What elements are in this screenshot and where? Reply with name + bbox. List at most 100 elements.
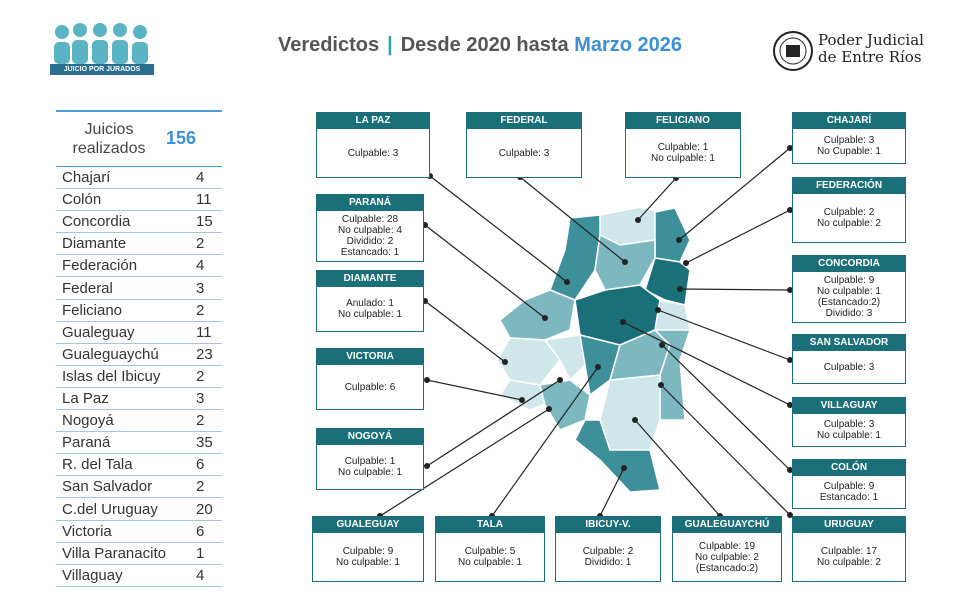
- callout-title: VICTORIA: [317, 349, 423, 365]
- callout-line: No culpable: 2: [817, 218, 881, 229]
- leader-dot: [676, 237, 682, 243]
- callout-title: VILLAGUAY: [793, 398, 905, 414]
- callout-title: TALA: [436, 517, 544, 533]
- leader-line: [622, 321, 791, 406]
- callout: FEDERACIÓN Culpable: 2 No culpable: 2: [792, 177, 906, 243]
- table-row: Federación 4: [56, 254, 222, 278]
- leader-line: [426, 379, 523, 401]
- cell-count: 2: [196, 367, 205, 385]
- cell-count: 11: [196, 323, 212, 341]
- cell-count: 2: [196, 301, 205, 319]
- callout-body: Culpable: 2 Dividido: 1: [556, 533, 660, 581]
- seal: [773, 31, 813, 71]
- cell-name: Concordia: [62, 213, 131, 231]
- callout-body: Culpable: 6: [317, 365, 423, 409]
- callout-line: Culpable: 17: [820, 546, 878, 557]
- callout-body: Culpable: 3: [793, 351, 905, 383]
- callout-line: No culpable: 2: [817, 557, 881, 568]
- leader-line: [379, 408, 550, 517]
- callout-title: FELICIANO: [626, 113, 740, 129]
- callout: URUGUAY Culpable: 17 No culpable: 2: [792, 516, 906, 582]
- cell-name: Nogoyá: [62, 412, 114, 430]
- cell-name: Islas del Ibicuy: [62, 367, 161, 385]
- table-row: Nogoyá 2: [56, 409, 222, 433]
- callout-title: CHAJARÍ: [793, 113, 905, 129]
- callout-line: Culpable: 3: [823, 135, 875, 146]
- cell-count: 3: [196, 390, 205, 407]
- table-row: Chajarí 4: [56, 166, 222, 189]
- callout-body: Anulado: 1 No culpable: 1: [317, 287, 423, 331]
- cell-count: 2: [196, 235, 205, 253]
- callout-line: Anulado: 1: [346, 298, 394, 309]
- callout-body: Culpable: 3: [317, 129, 429, 177]
- callout-title: URUGUAY: [793, 517, 905, 533]
- callout: SAN SALVADOR Culpable: 3: [792, 334, 906, 384]
- leader-dot: [635, 217, 641, 223]
- callout-body: Culpable: 1 No culpable: 1: [626, 129, 740, 177]
- leader-dot: [683, 260, 689, 266]
- table-row: Villaguay 4: [56, 564, 222, 587]
- cell-count: 20: [196, 500, 213, 518]
- leader-dot: [502, 359, 508, 365]
- leader-dot: [546, 406, 552, 412]
- title: Veredictos | Desde 2020 hasta Marzo 2026: [0, 34, 960, 57]
- leader-dot: [677, 286, 683, 292]
- leader-dot: [557, 377, 563, 383]
- callout-title: GUALEGUAYCHÚ: [673, 517, 781, 533]
- callout-line: Culpable: 1: [344, 456, 396, 467]
- cell-count: 3: [196, 279, 205, 297]
- callout-body: Culpable: 3 No culpable: 1: [793, 414, 905, 446]
- leader-line: [424, 224, 546, 319]
- callout: VILLAGUAY Culpable: 3 No culpable: 1: [792, 397, 906, 447]
- callout-line: Dividido: 2: [346, 236, 394, 247]
- leader-line: [678, 147, 791, 241]
- callout: PARANÁ Culpable: 28 No culpable: 4 Dividido…: [316, 194, 424, 262]
- leader-dot: [787, 207, 793, 213]
- callout-line: No culpable: 1: [338, 309, 402, 320]
- cell-count: 23: [196, 345, 213, 363]
- callout-body: Culpable: 3: [467, 129, 581, 177]
- callout: IBICUY-V. PARANACITO Culpable: 2 Dividido:…: [555, 516, 661, 582]
- table-row: Paraná 35: [56, 431, 222, 455]
- table-row: R. del Tala 6: [56, 453, 222, 477]
- cell-name: Feliciano: [62, 301, 123, 319]
- cell-count: 4: [196, 566, 205, 584]
- logo-figures: [54, 23, 148, 64]
- callout: NOGOYÁ Culpable: 1 No culpable: 1: [316, 428, 424, 490]
- table-row: Victoria 6: [56, 520, 222, 543]
- callout-body: Culpable: 19 No culpable: 2 (Estancado:2): [673, 533, 781, 581]
- leader-line: [657, 309, 791, 361]
- cell-name: Diamante: [62, 235, 127, 253]
- callout-line: No culpable: 1: [817, 286, 881, 297]
- callout-body: Culpable: 9 No culpable: 1 (Estancado:2) Di…: [793, 272, 905, 322]
- leader-line: [519, 176, 626, 263]
- callout-title: LA PAZ: [317, 113, 429, 129]
- leader-dot: [621, 465, 627, 471]
- cell-count: 4: [196, 257, 205, 275]
- leader-dot: [787, 357, 793, 363]
- org-line: de Entre Ríos: [818, 48, 922, 66]
- callout-line: No culpable: 1: [336, 557, 400, 568]
- leader-line: [429, 175, 568, 283]
- leader-dot: [542, 315, 548, 321]
- summary-total: 156: [166, 128, 197, 148]
- cell-count: 35: [196, 434, 213, 452]
- cell-name: San Salvador: [62, 478, 153, 496]
- callout-line: Culpable: 3: [347, 147, 399, 159]
- table-row: Concordia 15: [56, 210, 222, 234]
- logo-text: JUICIO POR JURADOS: [50, 64, 154, 75]
- table-row: Feliciano 2: [56, 299, 222, 322]
- cell-name: Gualeguaychú: [62, 345, 159, 363]
- callout: CHAJARÍ Culpable: 3 No Cupable: 1: [792, 112, 906, 164]
- cell-name: Colón: [62, 191, 102, 209]
- leader-line: [599, 467, 625, 517]
- callout: GUALEGUAYCHÚ Culpable: 19 No culpable: 2 (E…: [672, 516, 782, 582]
- cell-count: 6: [196, 522, 205, 540]
- callout-title: DIAMANTE: [317, 271, 423, 287]
- leader-dot: [659, 342, 665, 348]
- cell-count: 2: [196, 412, 205, 430]
- callout-body: Culpable: 17 No culpable: 2: [793, 533, 905, 581]
- callout: GUALEGUAY Culpable: 9 No culpable: 1: [312, 516, 424, 582]
- table-row: Islas del Ibicuy 2: [56, 365, 222, 388]
